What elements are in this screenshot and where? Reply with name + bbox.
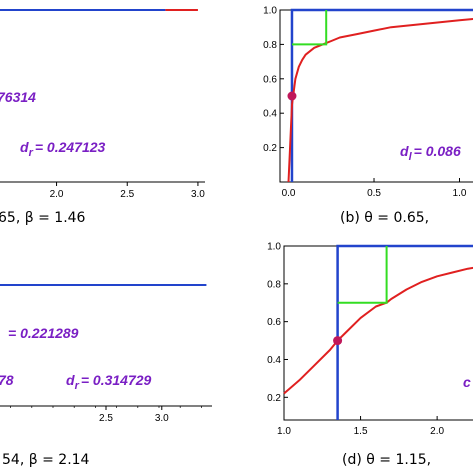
panel-a-annotation-1: 76314 xyxy=(0,89,36,105)
panel-d-y-tick-label: 0.8 xyxy=(267,279,281,290)
panel-d-frame xyxy=(283,245,473,421)
panel-c-annotation-3-sub: r xyxy=(75,380,80,392)
panel-a-x-tick-label: 3.0 xyxy=(191,189,205,200)
panel-d-red-curve xyxy=(283,266,473,395)
panel-b-red-curve xyxy=(287,17,473,183)
panel-c-annotation-2: 78 xyxy=(0,372,14,388)
panel-b-green-steps xyxy=(292,10,328,46)
panel-a: 2.0 2.5 3.0 76314 dr = 0.247123 65, β = 1.4… xyxy=(0,9,205,226)
panel-c-annotation-1: = 0.221289 xyxy=(8,325,79,341)
panel-d-blue-box xyxy=(336,244,473,420)
panel-b: 0.0 0.5 1.0 0.2 0.4 0.6 0.8 1.0 dl = 0.086 (b) θ… xyxy=(263,6,473,226)
panel-c-caption: 54, β = 2.14 xyxy=(2,452,90,468)
panel-a-x-tick-label: 2.5 xyxy=(120,189,134,200)
panel-b-y-tick-label: 0.6 xyxy=(263,74,277,85)
panel-c-annotation-3-value: = 0.314729 xyxy=(81,372,152,388)
panel-a-annotation-2-main: d xyxy=(20,139,29,155)
panel-d-fixed-point xyxy=(333,336,343,346)
panel-a-caption: 65, β = 1.46 xyxy=(0,210,86,226)
panel-a-x-tick-label: 2.0 xyxy=(50,189,64,200)
panel-b-annotation-main: d xyxy=(400,143,409,159)
panel-b-plot xyxy=(287,8,473,183)
panel-b-caption: (b) θ = 0.65, xyxy=(340,210,429,226)
panel-b-y-tick-label: 0.2 xyxy=(263,143,277,154)
panel-a-annotation-2-value: = 0.247123 xyxy=(35,139,106,155)
panel-b-annotation-sub: l xyxy=(409,151,413,163)
panel-d-annotation: c xyxy=(463,374,471,390)
panel-d-caption: (d) θ = 1.15, xyxy=(342,452,431,468)
panel-a-ticks: 2.0 2.5 3.0 xyxy=(50,182,205,200)
panel-b-ticks: 0.0 0.5 1.0 0.2 0.4 0.6 0.8 1.0 xyxy=(263,6,467,200)
panel-d-x-tick-label: 2.0 xyxy=(430,426,444,437)
panel-d-y-tick-label: 0.4 xyxy=(267,355,281,366)
panel-b-x-tick-label: 0.0 xyxy=(282,188,296,199)
panel-b-annotation-value: = 0.086 xyxy=(414,143,461,159)
panel-b-y-tick-label: 1.0 xyxy=(263,6,277,17)
panel-c-annotation-3: dr = 0.314729 xyxy=(66,372,152,392)
panel-d-y-tick-label: 0.2 xyxy=(267,393,281,404)
panel-d-x-tick-label: 1.0 xyxy=(277,426,291,437)
panel-d-plot xyxy=(283,244,473,420)
panel-d: 1.0 1.5 2.0 0.2 0.4 0.6 0.8 1.0 c (d) θ = 1.15, xyxy=(267,242,473,468)
panel-b-x-tick-label: 0.5 xyxy=(367,188,381,199)
panel-d-ticks: 1.0 1.5 2.0 0.2 0.4 0.6 0.8 1.0 xyxy=(267,242,444,438)
panel-d-y-tick-label: 1.0 xyxy=(267,242,281,253)
panel-b-y-tick-label: 0.4 xyxy=(263,109,277,120)
panel-d-y-tick-label: 0.6 xyxy=(267,317,281,328)
panel-b-fixed-point xyxy=(287,91,297,101)
panel-c-x-tick-label: 2.5 xyxy=(99,413,113,424)
panel-c-ticks: 2.5 3.0 xyxy=(10,406,202,424)
panel-c: 2.5 3.0 = 0.221289 78 dr= 0.314729 54, β … xyxy=(0,284,212,468)
panel-b-x-tick-label: 1.0 xyxy=(453,188,467,199)
panel-a-annotation-2-sub: r xyxy=(29,147,34,159)
panel-c-annotation-3-main: d xyxy=(66,372,75,388)
panel-d-green-steps xyxy=(337,246,388,304)
panel-c-x-tick-label: 3.0 xyxy=(155,413,169,424)
panel-a-annotation-2: dr = 0.247123 xyxy=(20,139,106,159)
panel-b-annotation: dl = 0.086 xyxy=(400,143,461,163)
panel-b-y-tick-label: 0.8 xyxy=(263,40,277,51)
panel-d-x-tick-label: 1.5 xyxy=(354,426,368,437)
